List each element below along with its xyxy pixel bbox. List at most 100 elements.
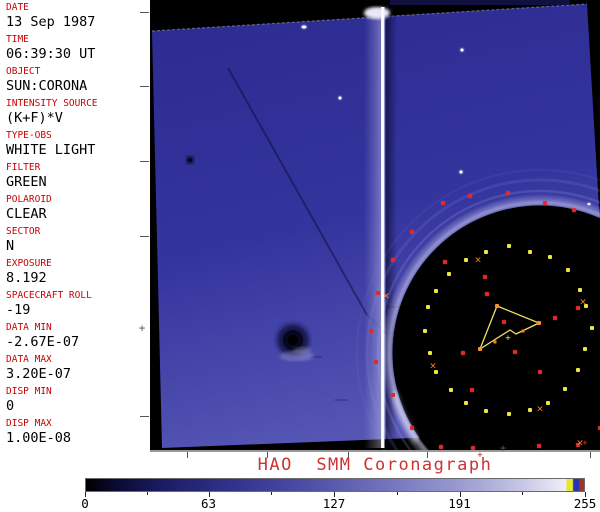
frame-bottom-tick [427,452,428,458]
metadata-value-polaroid: CLEAR [6,206,47,222]
metadata-field-filter: FILTER GREEN [6,163,150,190]
polygon-vertex-dot [478,347,482,351]
red-fiducial-dot [374,360,378,364]
red-fiducial-dot [538,370,542,374]
frame-red-plus-mark: + [477,450,483,461]
metadata-label-filter: FILTER [6,162,41,173]
metadata-value-time: 06:39:30 UT [6,46,96,62]
red-fiducial-dot [410,426,414,430]
yellow-fiducial-dot [576,368,580,372]
yellow-fiducial-dot [507,412,511,416]
white-speck [459,170,463,174]
yellow-fiducial-dot [426,305,430,309]
white-speck [587,203,591,205]
red-fiducial-dot [441,201,445,205]
yellow-fiducial-dot [548,255,552,259]
metadata-label-data-min: DATA MIN [6,322,52,333]
metadata-label-type-obs: TYPE-OBS [6,130,52,141]
frame-left-tick [140,236,149,237]
yellow-fiducial-dot [584,304,588,308]
red-fiducial-dot [391,258,395,262]
red-fiducial-dot [410,230,414,234]
frame-left-tick [140,416,149,417]
red-fiducial-dot [598,426,600,430]
metadata-value-sector: N [6,238,15,254]
top-edge-band [390,0,570,5]
red-fiducial-dot [461,351,465,355]
orange-cross-mark: × [536,404,544,415]
red-fiducial-dot [443,260,447,264]
red-fiducial-dot [543,201,547,205]
metadata-label-spacecraft-roll: SPACECRAFT ROLL [6,290,92,301]
yellow-fiducial-dot [566,268,570,272]
metadata-value-object: SUN:CORONA [6,78,88,94]
red-fiducial-dot [471,446,475,450]
polygon-edge-mark [521,329,525,333]
colorbar-minor-tick [146,492,148,495]
white-speck [460,48,464,52]
red-fiducial-dot [439,445,443,449]
red-fiducial-dot [470,388,474,392]
metadata-label-sector: SECTOR [6,226,41,237]
colorbar-tick-label: 127 [322,496,346,511]
metadata-label-disp-min: DISP MIN [6,386,52,397]
red-fiducial-dot [369,329,373,333]
red-fiducial-dot [468,194,472,198]
metadata-label-data-max: DATA MAX [6,354,52,365]
yellow-fiducial-dot [447,272,451,276]
metadata-field-date: DATE 13 Sep 1987 [6,3,150,30]
metadata-field-polaroid: POLAROID CLEAR [6,195,150,222]
white-speck [338,96,342,100]
pointing-polygon [478,305,541,351]
metadata-field-sector: SECTOR N [6,227,150,254]
yellow-fiducial-dot [464,401,468,405]
polygon-vertex-dot [537,321,541,325]
metadata-value-date: 13 Sep 1987 [6,14,96,30]
frame-left-tick [140,12,149,13]
colorbar-tick-label: 0 [81,496,89,511]
frame-bottom-tick [187,452,188,458]
yellow-fiducial-dot [484,250,488,254]
yellow-fiducial-dot [578,288,582,292]
frame-bottom-tick [267,452,268,458]
yellow-fiducial-dot [546,401,550,405]
colorbar-minor-tick [522,492,524,495]
metadata-value-data-min: -2.67E-07 [6,334,80,350]
metadata-value-spacecraft-roll: -19 [6,302,31,318]
polygon-edge-mark [493,340,497,344]
frame-plus-mark: + [499,441,507,455]
colorbar-major-tick [208,492,210,497]
orange-cross-mark: × [576,438,584,449]
colorbar-tick-label: 191 [448,496,471,511]
metadata-label-polaroid: POLAROID [6,194,52,205]
colorbar-major-tick [459,492,461,497]
red-fiducial-dot [506,191,510,195]
colorbar-tick-label: 255 [573,496,597,511]
yellow-fiducial-dot [563,387,567,391]
red-fiducial-dot [513,350,517,354]
colorbar-major-tick [85,492,86,497]
metadata-field-disp-min: DISP MIN 0 [6,387,150,414]
colorbar-major-tick [334,492,336,497]
metadata-field-time: TIME 06:39:30 UT [6,35,150,62]
yellow-fiducial-dot [590,326,594,330]
metadata-field-intensity-source: INTENSITY SOURCE (K+F)*V [6,99,150,126]
red-fiducial-dot [391,393,395,397]
fiducial-overlay: × × × × × × + + [150,0,600,450]
yellow-fiducial-dot [434,370,438,374]
red-fiducial-dot [572,208,576,212]
occulting-disk [392,205,600,450]
metadata-label-intensity-source: INTENSITY SOURCE [6,98,98,109]
metadata-value-exposure: 8.192 [6,270,47,286]
metadata-field-disp-max: DISP MAX 1.00E-08 [6,419,150,446]
metadata-label-disp-max: DISP MAX [6,418,52,429]
metadata-value-type-obs: WHITE LIGHT [6,142,96,158]
metadata-field-spacecraft-roll: SPACECRAFT ROLL -19 [6,291,150,318]
red-fiducial-dot [553,316,557,320]
yellow-fiducial-dot [507,244,511,248]
red-fiducial-dot [376,291,380,295]
colorbar-tick-label: 63 [200,496,217,511]
yellow-fiducial-dot [484,409,488,413]
colorbar-gradient [85,478,585,492]
